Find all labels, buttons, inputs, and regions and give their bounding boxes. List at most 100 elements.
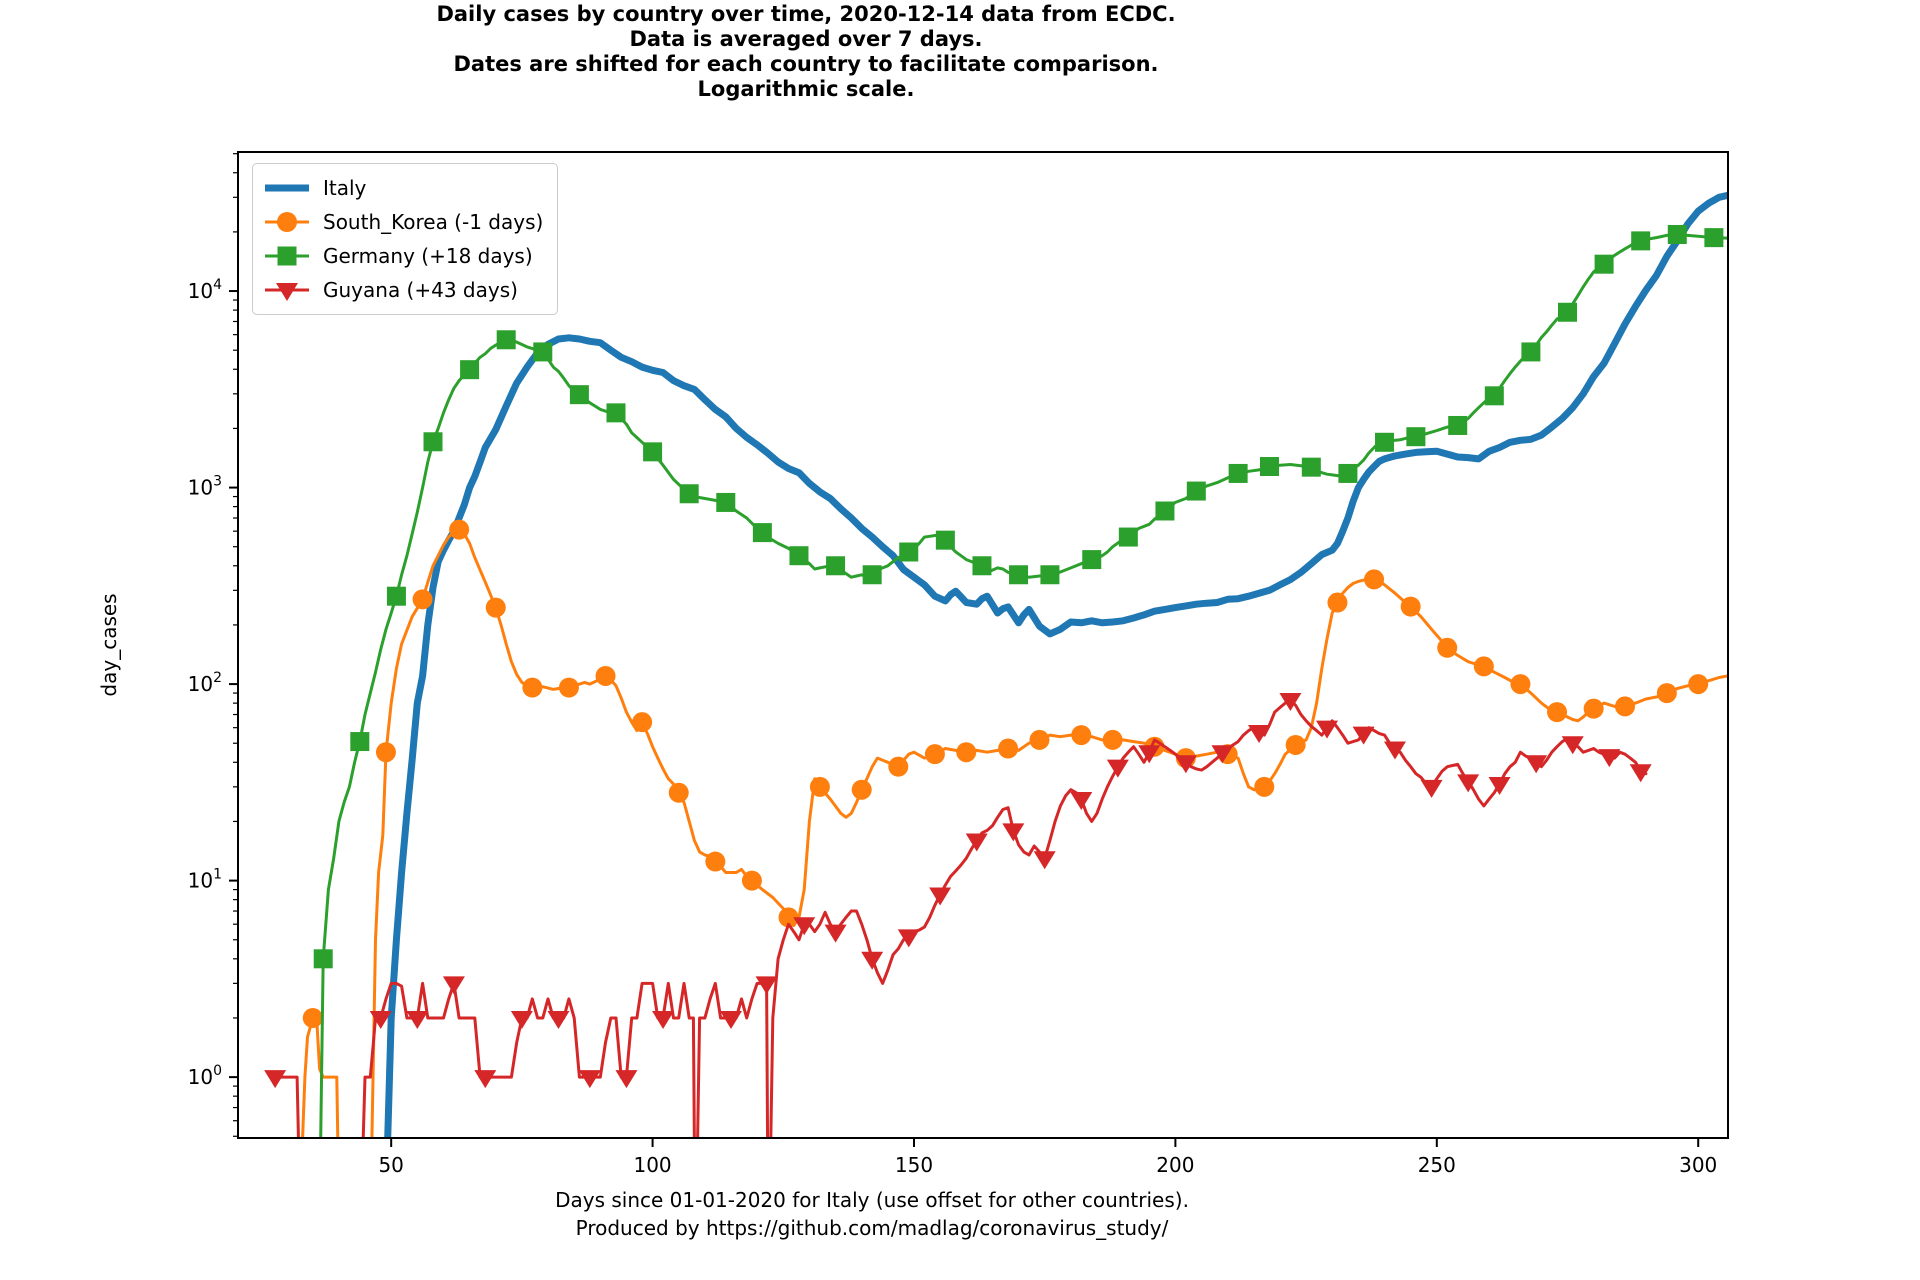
- marker-south_korea: [449, 519, 470, 540]
- marker-germany: [496, 330, 516, 350]
- marker-germany: [826, 556, 846, 576]
- marker-guyana: [1488, 777, 1511, 796]
- marker-south_korea: [809, 776, 830, 797]
- marker-south_korea: [1437, 637, 1458, 658]
- marker-guyana: [510, 1010, 533, 1029]
- marker-guyana: [1002, 823, 1025, 842]
- marker-south_korea: [741, 870, 762, 891]
- legend-item-italy: Italy: [263, 171, 543, 205]
- marker-south_korea: [558, 677, 579, 698]
- marker-guyana: [1629, 764, 1652, 783]
- marker-guyana: [929, 887, 952, 906]
- marker-germany: [862, 565, 882, 585]
- marker-germany: [386, 586, 406, 606]
- legend-item-guyana: Guyana (+43 days): [263, 273, 543, 307]
- y-tick-label: 101: [188, 867, 222, 893]
- marker-guyana: [1070, 792, 1093, 811]
- legend-label: South_Korea (-1 days): [323, 210, 544, 234]
- marker-guyana: [615, 1070, 638, 1089]
- marker-germany: [972, 556, 992, 576]
- y-tick-label: 103: [188, 474, 222, 500]
- marker-guyana: [474, 1070, 497, 1089]
- marker-legend-germany: [277, 246, 297, 266]
- marker-south_korea: [302, 1007, 323, 1028]
- marker-guyana: [755, 976, 778, 995]
- marker-south_korea: [1364, 569, 1385, 590]
- marker-guyana: [406, 1010, 429, 1029]
- marker-south_korea: [1254, 776, 1275, 797]
- marker-germany: [679, 484, 699, 504]
- x-tick-label: 50: [378, 1153, 403, 1177]
- y-tick-label: 100: [188, 1063, 222, 1089]
- marker-south_korea: [1547, 702, 1568, 723]
- series-line-italy: [384, 191, 1728, 1138]
- marker-guyana: [652, 1010, 675, 1029]
- legend-label: Italy: [323, 176, 367, 200]
- marker-germany: [752, 523, 772, 543]
- legend-line-icon: [265, 184, 309, 192]
- marker-guyana: [1033, 851, 1056, 870]
- marker-germany: [569, 385, 589, 405]
- legend-square-marker-icon: [265, 246, 309, 266]
- marker-south_korea: [1400, 596, 1421, 617]
- marker-guyana: [1561, 736, 1584, 755]
- marker-germany: [1186, 481, 1206, 501]
- marker-guyana: [1383, 741, 1406, 760]
- marker-guyana: [897, 929, 920, 948]
- marker-south_korea: [1071, 725, 1092, 746]
- x-axis-label-line-1: Days since 01-01-2020 for Italy (use off…: [555, 1188, 1189, 1212]
- marker-guyana: [1138, 745, 1161, 764]
- marker-south_korea: [1688, 674, 1709, 695]
- marker-south_korea: [632, 712, 653, 733]
- series-layer: [264, 191, 1728, 1138]
- marker-guyana: [1352, 726, 1375, 745]
- marker-germany: [1259, 456, 1279, 476]
- marker-germany: [935, 530, 955, 550]
- marker-guyana: [965, 833, 988, 852]
- marker-guyana: [547, 1010, 570, 1029]
- legend-triangle-marker-icon: [265, 283, 309, 301]
- x-tick-label: 100: [633, 1153, 671, 1177]
- marker-guyana: [824, 924, 847, 943]
- legend-label: Guyana (+43 days): [323, 278, 518, 302]
- marker-guyana: [1248, 725, 1271, 744]
- marker-guyana: [1457, 774, 1480, 793]
- plot-frame: [237, 151, 1729, 1139]
- marker-germany: [643, 442, 663, 462]
- marker-south_korea: [668, 782, 689, 803]
- legend: Italy South_Korea (-1 days) Germany (+18…: [252, 163, 559, 315]
- marker-south_korea: [998, 738, 1019, 759]
- marker-south_korea: [522, 677, 543, 698]
- marker-guyana: [793, 917, 816, 936]
- y-tick-label: 102: [188, 670, 222, 696]
- marker-guyana: [1174, 755, 1197, 774]
- marker-germany: [350, 732, 370, 752]
- chart-title: Daily cases by country over time, 2020-1…: [436, 2, 1175, 102]
- marker-guyana: [1420, 779, 1443, 798]
- marker-south_korea: [924, 744, 945, 765]
- marker-germany: [1082, 550, 1102, 570]
- marker-guyana: [1106, 759, 1129, 778]
- marker-germany: [899, 542, 919, 562]
- title-line-3: Dates are shifted for each country to fa…: [453, 52, 1159, 76]
- marker-germany: [313, 949, 333, 969]
- marker-guyana: [1211, 745, 1234, 764]
- x-tick-label: 200: [1156, 1153, 1194, 1177]
- title-line-1: Daily cases by country over time, 2020-1…: [436, 2, 1176, 26]
- legend-item-germany: Germany (+18 days): [263, 239, 543, 273]
- marker-guyana: [720, 1010, 743, 1029]
- marker-guyana: [1598, 749, 1621, 768]
- legend-circle-marker-icon: [265, 212, 309, 232]
- marker-germany: [1040, 565, 1060, 585]
- marker-south_korea: [1285, 734, 1306, 755]
- marker-germany: [1009, 565, 1029, 585]
- marker-south_korea: [1473, 656, 1494, 677]
- marker-south_korea: [1029, 729, 1050, 750]
- legend-item-south-korea: South_Korea (-1 days): [263, 205, 543, 239]
- marker-south_korea: [375, 742, 396, 763]
- marker-germany: [423, 432, 443, 452]
- title-line-2: Data is averaged over 7 days.: [629, 27, 983, 51]
- marker-germany: [1228, 463, 1248, 483]
